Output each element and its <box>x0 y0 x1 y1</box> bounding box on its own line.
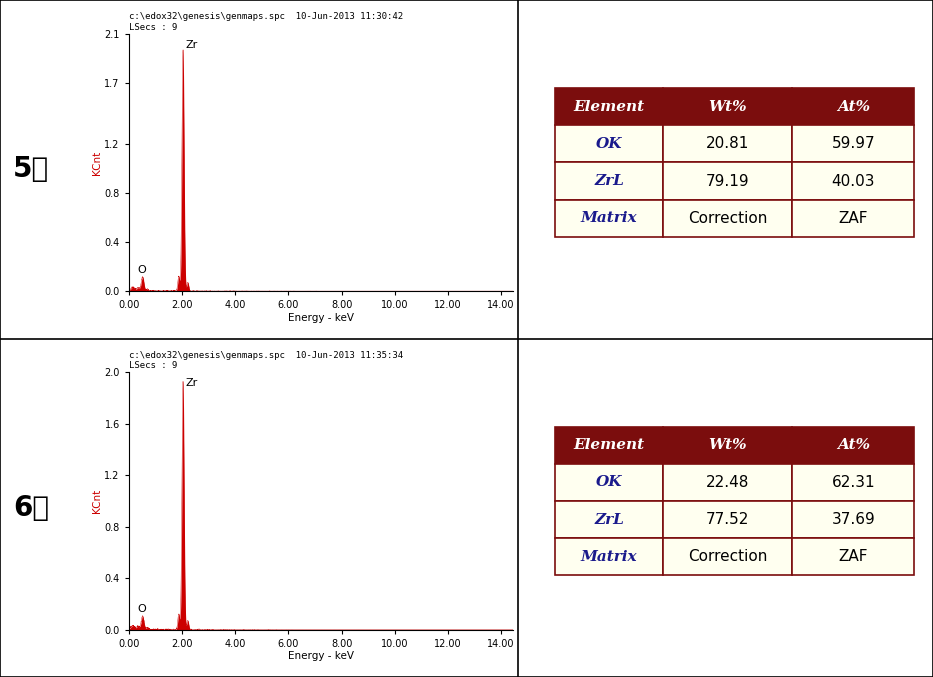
Text: Zr: Zr <box>186 378 198 388</box>
X-axis label: Energy - keV: Energy - keV <box>288 313 354 323</box>
X-axis label: Energy - keV: Energy - keV <box>288 651 354 661</box>
Text: At%: At% <box>837 438 870 452</box>
Text: Element: Element <box>574 438 645 452</box>
Text: 59.97: 59.97 <box>831 136 875 152</box>
Text: 77.52: 77.52 <box>706 512 749 527</box>
Text: 37.69: 37.69 <box>831 512 875 527</box>
Text: ZAF: ZAF <box>839 211 868 226</box>
Text: OK: OK <box>596 137 622 151</box>
Y-axis label: KCnt: KCnt <box>91 489 102 513</box>
Text: 62.31: 62.31 <box>831 475 875 490</box>
Y-axis label: KCnt: KCnt <box>91 150 102 175</box>
Text: O: O <box>137 265 146 275</box>
Text: 40.03: 40.03 <box>831 173 875 189</box>
Text: ZrL: ZrL <box>594 174 624 188</box>
Text: 5회: 5회 <box>13 155 49 183</box>
Text: c:\edox32\genesis\genmaps.spc  10-Jun-2013 11:35:34
LSecs : 9: c:\edox32\genesis\genmaps.spc 10-Jun-201… <box>129 351 403 370</box>
Text: O: O <box>137 604 146 614</box>
Text: Element: Element <box>574 100 645 114</box>
Text: OK: OK <box>596 475 622 489</box>
Text: Correction: Correction <box>688 549 767 565</box>
Text: Wt%: Wt% <box>708 438 746 452</box>
Text: 22.48: 22.48 <box>706 475 749 490</box>
Text: ZAF: ZAF <box>839 549 868 565</box>
Text: 20.81: 20.81 <box>706 136 749 152</box>
Text: Zr: Zr <box>186 40 198 50</box>
Text: Correction: Correction <box>688 211 767 226</box>
Text: Matrix: Matrix <box>580 211 637 225</box>
Text: Wt%: Wt% <box>708 100 746 114</box>
Text: 79.19: 79.19 <box>705 173 749 189</box>
Text: At%: At% <box>837 100 870 114</box>
Text: c:\edox32\genesis\genmaps.spc  10-Jun-2013 11:30:42
LSecs : 9: c:\edox32\genesis\genmaps.spc 10-Jun-201… <box>129 12 403 32</box>
Text: ZrL: ZrL <box>594 512 624 527</box>
Text: Matrix: Matrix <box>580 550 637 564</box>
Text: 6회: 6회 <box>13 494 49 522</box>
